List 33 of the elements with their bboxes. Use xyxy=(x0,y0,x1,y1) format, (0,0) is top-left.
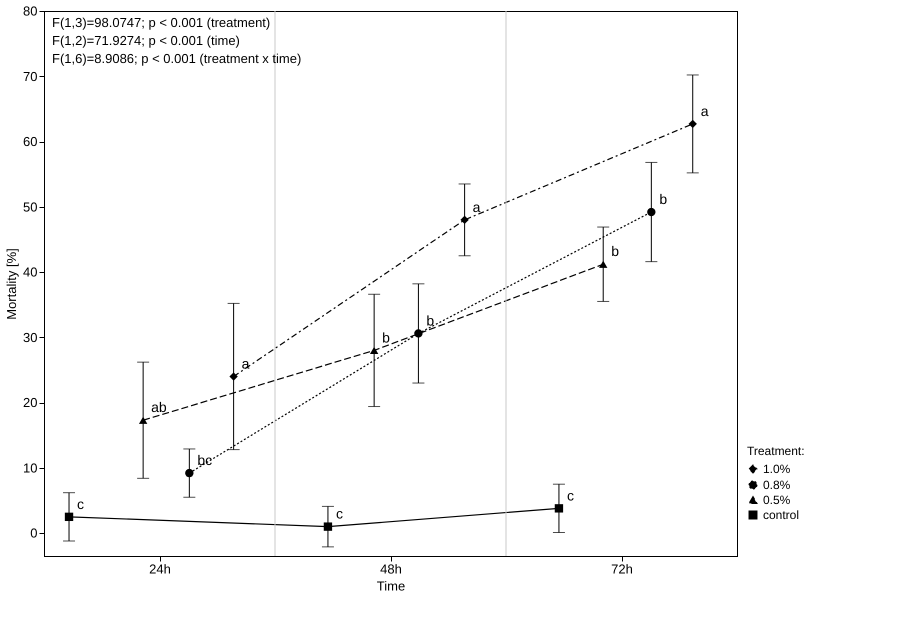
x-tick-label: 72h xyxy=(611,562,633,576)
data-label: ab xyxy=(151,399,167,416)
y-tick-label: 60 xyxy=(23,134,38,150)
data-label: b xyxy=(426,312,434,328)
y-tick-label: 30 xyxy=(23,330,38,345)
data-label: c xyxy=(77,496,84,512)
data-label: b xyxy=(382,329,390,346)
annotation: F(1,6)=8.9086; p < 0.001 (treatment x time) xyxy=(52,51,302,66)
y-tick-label: 50 xyxy=(23,199,38,214)
legend-title: Treatment: xyxy=(747,444,805,458)
data-label: b xyxy=(611,243,620,260)
data-label: a xyxy=(472,198,481,215)
y-tick-label: 0 xyxy=(30,526,38,541)
x-axis-title: Time xyxy=(376,578,406,594)
legend-label: control xyxy=(763,508,800,522)
y-tick-label: 10 xyxy=(23,460,38,476)
annotation: F(1,2)=71.9274; p < 0.001 (time) xyxy=(52,33,240,48)
data-label: bc xyxy=(197,452,212,468)
y-tick-label: 40 xyxy=(23,264,38,280)
y-tick-label: 20 xyxy=(23,395,38,410)
data-label: a xyxy=(700,102,709,119)
data-label: c xyxy=(336,506,343,522)
legend-label: 0.5% xyxy=(763,493,791,507)
x-tick-label: 24h xyxy=(149,562,171,576)
y-tick-label: 80 xyxy=(23,4,38,18)
y-tick-label: 70 xyxy=(23,68,38,84)
legend-label: 0.8% xyxy=(763,478,791,492)
annotation: F(1,3)=98.0747; p < 0.001 (treatment) xyxy=(52,15,270,30)
x-tick-label: 48h xyxy=(380,562,402,576)
y-axis-title: Mortality [%] xyxy=(4,248,20,320)
data-label: c xyxy=(566,487,574,504)
data-label: b xyxy=(659,191,668,208)
legend-label: 1.0% xyxy=(763,462,791,476)
